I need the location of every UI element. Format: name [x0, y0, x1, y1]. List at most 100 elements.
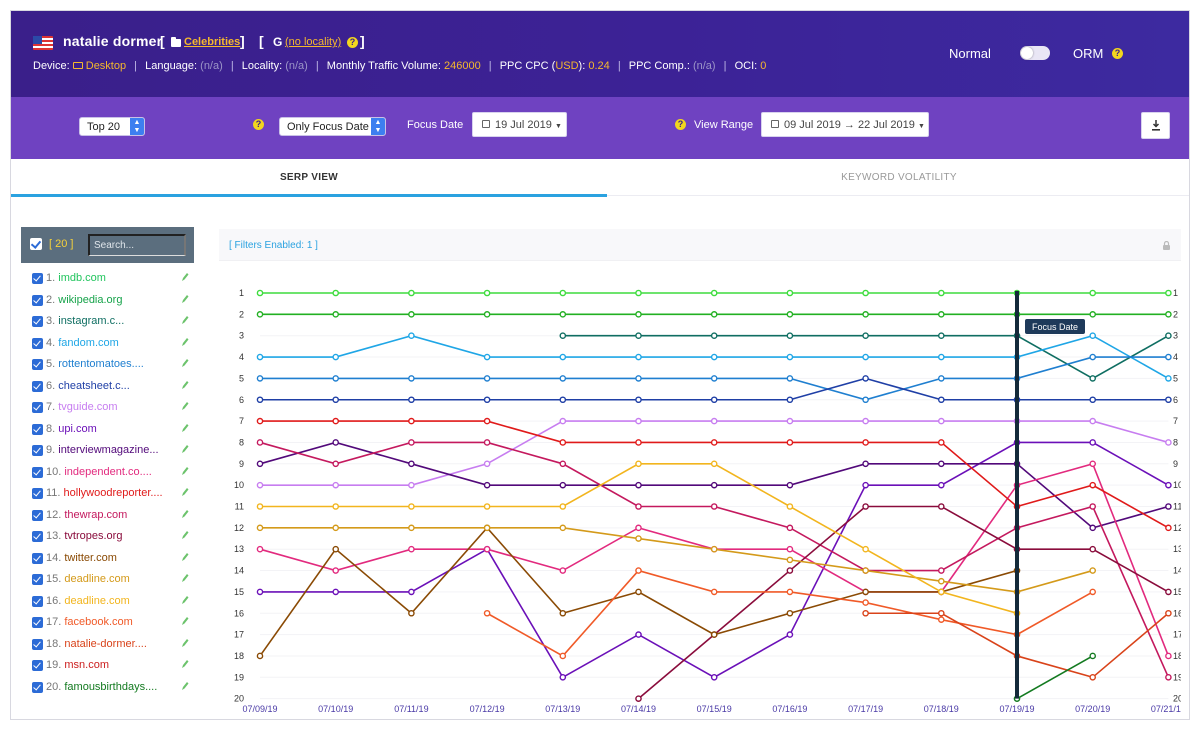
- tab-serp-view[interactable]: SERP VIEW: [11, 159, 607, 197]
- domain-checkbox[interactable]: [32, 488, 43, 499]
- pencil-icon[interactable]: [181, 595, 189, 605]
- list-item[interactable]: 11. hollywoodreporter....: [21, 484, 194, 505]
- list-item[interactable]: 1. imdb.com: [21, 269, 194, 290]
- mode-toggle[interactable]: [1020, 46, 1050, 60]
- focus-mode-select[interactable]: Only Focus Date ▲ ▼: [279, 117, 386, 136]
- list-item[interactable]: 4. fandom.com: [21, 334, 194, 355]
- list-item[interactable]: 6. cheatsheet.c...: [21, 377, 194, 398]
- download-button[interactable]: [1141, 112, 1170, 139]
- data-point: [786, 353, 794, 361]
- focus-date-picker[interactable]: 19 Jul 2019 ▼: [472, 112, 567, 137]
- list-item[interactable]: 19. msn.com: [21, 656, 194, 677]
- list-item[interactable]: 18. natalie-dormer....: [21, 635, 194, 656]
- data-point: [483, 311, 491, 318]
- list-item[interactable]: 17. facebook.com: [21, 613, 194, 634]
- list-item[interactable]: 12. thewrap.com: [21, 506, 194, 527]
- domain-checkbox[interactable]: [32, 273, 43, 284]
- pencil-icon[interactable]: [181, 509, 189, 519]
- pencil-icon[interactable]: [181, 487, 189, 497]
- domain-checkbox[interactable]: [32, 294, 43, 306]
- view-range-label: View Range: [694, 119, 754, 131]
- domain-checkbox[interactable]: [32, 574, 43, 585]
- list-item[interactable]: 20. famousbirthdays....: [21, 678, 194, 699]
- domain-rank: 15.: [46, 573, 62, 585]
- data-point: [332, 481, 339, 489]
- domain-checkbox[interactable]: [32, 531, 43, 542]
- domain-checkbox[interactable]: [32, 617, 43, 628]
- domain-search-input[interactable]: [88, 234, 186, 256]
- pencil-icon[interactable]: [181, 423, 189, 433]
- locality-link[interactable]: (no locality): [285, 36, 342, 48]
- data-point: [408, 417, 415, 425]
- data-point: [1089, 524, 1097, 532]
- list-item[interactable]: 7. tvguide.com: [21, 398, 194, 419]
- pencil-icon[interactable]: [181, 401, 189, 411]
- domain-checkbox[interactable]: [32, 595, 43, 607]
- orm-help-icon[interactable]: ?: [1112, 48, 1123, 59]
- list-item[interactable]: 14. twitter.com: [21, 549, 194, 570]
- domain-checkbox[interactable]: [32, 316, 43, 327]
- pencil-icon[interactable]: [181, 294, 189, 304]
- data-point: [256, 481, 264, 489]
- focus-help-icon[interactable]: ?: [253, 119, 264, 130]
- pencil-icon[interactable]: [181, 466, 189, 476]
- list-item[interactable]: 16. deadline.com: [21, 592, 194, 613]
- lock-icon[interactable]: [1163, 241, 1170, 250]
- domain-checkbox[interactable]: [32, 509, 43, 521]
- list-item[interactable]: 5. rottentomatoes....: [21, 355, 194, 376]
- data-point: [862, 311, 869, 318]
- data-point: [635, 375, 642, 382]
- domain-checkbox[interactable]: [32, 445, 43, 456]
- select-all-checkbox[interactable]: [30, 238, 42, 250]
- pencil-icon[interactable]: [181, 272, 189, 282]
- domain-name: deadline.com: [64, 594, 130, 607]
- top-n-select[interactable]: Top 20 ▲ ▼: [79, 117, 145, 136]
- list-item[interactable]: 15. deadline.com: [21, 570, 194, 591]
- select-arrows-icon: ▲ ▼: [130, 118, 144, 135]
- pencil-icon[interactable]: [181, 616, 189, 626]
- domain-checkbox[interactable]: [32, 681, 43, 693]
- data-point: [1089, 503, 1097, 510]
- pencil-icon[interactable]: [181, 638, 189, 648]
- x-tick-label: 07/16/19: [772, 704, 807, 714]
- domain-checkbox[interactable]: [32, 552, 43, 564]
- domain-checkbox[interactable]: [32, 638, 43, 650]
- pencil-icon[interactable]: [181, 681, 189, 691]
- domain-checkbox[interactable]: [32, 380, 43, 392]
- keyword-header: natalie dormer [ Celebrities ] [ G (no l…: [11, 11, 1189, 97]
- pencil-icon[interactable]: [181, 530, 189, 540]
- view-range-picker[interactable]: 09 Jul 2019 → 22 Jul 2019 ▼: [761, 112, 929, 137]
- domain-checkbox[interactable]: [32, 359, 43, 370]
- pencil-icon[interactable]: [181, 659, 189, 669]
- help-icon[interactable]: ?: [347, 37, 358, 48]
- list-item[interactable]: 2. wikipedia.org: [21, 291, 194, 312]
- domain-checkbox[interactable]: [32, 337, 43, 349]
- pencil-icon[interactable]: [181, 552, 189, 562]
- domain-checkbox[interactable]: [32, 660, 43, 671]
- filters-enabled-link[interactable]: [ Filters Enabled: 1 ]: [229, 240, 318, 251]
- data-point: [483, 396, 491, 404]
- series-line: [259, 462, 1170, 657]
- category-link[interactable]: Celebrities: [184, 36, 241, 48]
- tab-keyword-volatility[interactable]: KEYWORD VOLATILITY: [841, 172, 957, 183]
- range-help-icon[interactable]: ?: [675, 119, 686, 130]
- domain-rank: 20.: [46, 680, 62, 693]
- pencil-icon[interactable]: [181, 380, 189, 390]
- pencil-icon[interactable]: [181, 573, 189, 583]
- caret-down-icon: ▼: [917, 123, 925, 130]
- data-point: [332, 524, 339, 532]
- list-item[interactable]: 8. upi.com: [21, 420, 194, 441]
- domain-checkbox[interactable]: [32, 402, 43, 413]
- list-item[interactable]: 3. instagram.c...: [21, 312, 194, 333]
- list-item[interactable]: 9. interviewmagazine...: [21, 441, 194, 462]
- domain-checkbox[interactable]: [32, 466, 43, 478]
- pencil-icon[interactable]: [181, 358, 189, 368]
- data-point: [786, 567, 794, 574]
- pencil-icon[interactable]: [181, 444, 189, 454]
- bracket-open: [: [160, 33, 165, 49]
- pencil-icon[interactable]: [181, 337, 189, 347]
- domain-checkbox[interactable]: [32, 423, 43, 435]
- list-item[interactable]: 13. tvtropes.org: [21, 527, 194, 548]
- pencil-icon[interactable]: [181, 315, 189, 325]
- list-item[interactable]: 10. independent.co....: [21, 463, 194, 484]
